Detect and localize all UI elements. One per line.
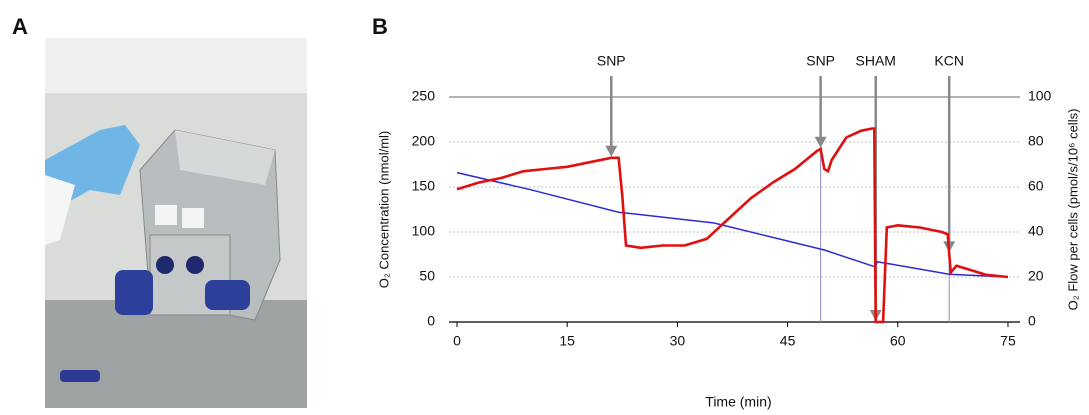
annotation: SHAM (856, 53, 896, 69)
panel-label: B (372, 14, 388, 39)
y-tick-label: 100 (412, 223, 436, 239)
annotation: SNP (597, 53, 626, 69)
annotation: SNP (806, 53, 835, 69)
y2-tick-label: 80 (1028, 133, 1044, 149)
y-tick-label: 50 (419, 268, 435, 284)
arrow-head (814, 136, 827, 148)
y-axis-label: O₂ Concentration (nmol/ml) (376, 131, 391, 289)
y2-tick-label: 100 (1028, 88, 1052, 104)
data-line (456, 127, 1009, 324)
photo (45, 38, 307, 408)
y2-tick-label: 40 (1028, 223, 1044, 239)
x-axis-label: Time (min) (705, 394, 771, 410)
panel-label: A (12, 14, 28, 39)
data-line (456, 171, 1009, 278)
y2-tick-label: 0 (1028, 313, 1036, 329)
y2-tick-label: 20 (1028, 268, 1044, 284)
y-tick-label: 250 (412, 88, 436, 104)
y-tick-label: 200 (412, 133, 436, 149)
y2-tick-label: 60 (1028, 178, 1044, 194)
x-tick-label: 45 (780, 333, 796, 349)
annotation: KCN (934, 53, 964, 69)
x-tick-label: 75 (1000, 333, 1016, 349)
y2-axis-label: O₂ Flow per cells (pmol/s/10⁶ cells) (1065, 109, 1080, 311)
y-tick-label: 150 (412, 178, 436, 194)
arrow-head (605, 145, 618, 157)
y-tick-label: 0 (427, 313, 435, 329)
x-tick-label: 0 (453, 333, 461, 349)
x-tick-label: 30 (670, 333, 686, 349)
x-tick-label: 60 (890, 333, 906, 349)
x-tick-label: 15 (559, 333, 575, 349)
